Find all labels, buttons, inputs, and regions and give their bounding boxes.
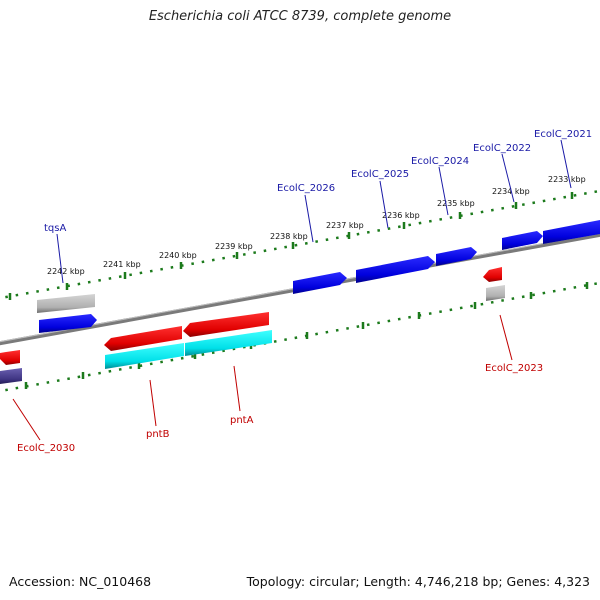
gene-label-pntA: pntA: [230, 415, 254, 426]
leader-line-EcolC_2025: [379, 180, 389, 229]
gene-feature-EcolC_2025[interactable]: [356, 256, 435, 283]
leader-line-EcolC_2022: [501, 153, 515, 203]
gene-feature-EcolC_2023-gray[interactable]: [486, 285, 505, 301]
gene-feature-EcolC_2030[interactable]: [0, 368, 22, 384]
gene-feature-EcolC_2024[interactable]: [436, 247, 477, 266]
gene-label-EcolC_2021: EcolC_2021: [534, 129, 592, 140]
scale-label: 2241 kbp: [103, 260, 141, 269]
scale-label: 2233 kbp: [548, 175, 586, 184]
rna-feature-pntB[interactable]: [105, 343, 184, 369]
gene-feature-reverse-left[interactable]: [0, 350, 20, 365]
gene-feature-pntB[interactable]: [104, 326, 182, 351]
leader-line-tqsA: [56, 233, 64, 284]
scale-label: 2239 kbp: [215, 242, 253, 251]
gene-feature-pntA[interactable]: [183, 312, 269, 337]
leader-line-EcolC_2021: [560, 139, 572, 189]
gene-feature-EcolC_2023-red[interactable]: [483, 267, 502, 282]
scale-label: 2242 kbp: [47, 267, 85, 276]
leader-line-EcolC_2026: [304, 194, 314, 243]
leader-line-EcolC_2024: [438, 166, 449, 216]
gene-label-EcolC_2025: EcolC_2025: [351, 169, 409, 180]
gene-feature-forward-1[interactable]: [39, 314, 97, 333]
gene-label-pntB: pntB: [146, 429, 170, 440]
scale-line-lower: [0, 281, 600, 393]
scale-label: 2240 kbp: [159, 251, 197, 260]
gene-label-EcolC_2030: EcolC_2030: [17, 443, 75, 454]
gene-feature-EcolC_2021[interactable]: [543, 220, 600, 244]
scale-label: 2234 kbp: [492, 187, 530, 196]
gene-label-EcolC_2026: EcolC_2026: [277, 183, 335, 194]
gene-label-tqsA: tqsA: [44, 223, 66, 234]
scale-label: 2236 kbp: [382, 211, 420, 220]
accession-text: Accession: NC_010468: [9, 574, 152, 589]
gene-feature-EcolC_2022[interactable]: [502, 231, 543, 250]
gene-label-EcolC_2024: EcolC_2024: [411, 156, 469, 167]
gene-feature-EcolC_2026[interactable]: [293, 272, 347, 294]
scale-label: 2238 kbp: [270, 232, 308, 241]
gene-label-EcolC_2023: EcolC_2023: [485, 363, 543, 374]
gene-label-EcolC_2022: EcolC_2022: [473, 143, 531, 154]
genome-info-text: Topology: circular; Length: 4,746,218 bp…: [246, 574, 590, 589]
leader-line-pntA: [233, 365, 241, 412]
rna-feature-pntA[interactable]: [185, 330, 272, 356]
upper-scale-ticks: [8, 192, 574, 300]
leader-line-EcolC_2030: [12, 398, 41, 441]
scale-label: 2237 kbp: [326, 221, 364, 230]
leader-line-EcolC_2023: [499, 314, 513, 361]
gene-feature-tqsA[interactable]: [37, 294, 95, 313]
leader-line-pntB: [149, 379, 157, 427]
map-title: Escherichia coli ATCC 8739, complete gen…: [148, 9, 452, 24]
scale-label: 2235 kbp: [437, 199, 475, 208]
scale-line-upper: [0, 189, 600, 300]
